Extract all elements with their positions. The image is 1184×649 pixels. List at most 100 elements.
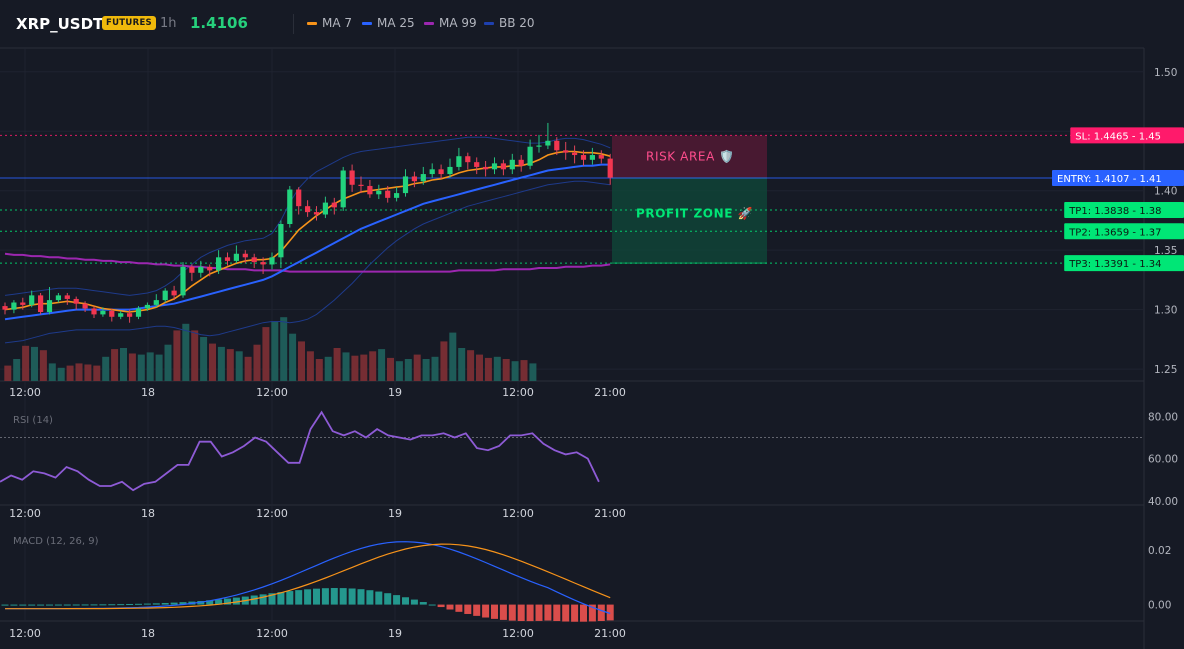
macd-hist-bar	[348, 588, 356, 605]
volume-bar	[289, 333, 297, 381]
volume-bar	[244, 356, 252, 381]
macd-hist-bar	[19, 604, 27, 606]
volume-bar	[66, 365, 74, 381]
candle-body	[349, 170, 355, 185]
volume-bar	[4, 365, 12, 381]
macd-hist-bar	[508, 604, 516, 621]
rsi-tick: 40.00	[1148, 496, 1178, 508]
volume-bar	[39, 350, 47, 381]
candle-body	[38, 295, 44, 313]
level-tag-1	[1052, 169, 1184, 186]
candle-body	[91, 308, 97, 315]
candle-body	[171, 290, 177, 296]
candle-body	[367, 185, 373, 195]
legend-ma99[interactable]: MA 99	[424, 16, 477, 30]
volume-bar	[440, 341, 448, 381]
macd-hist-bar	[517, 604, 525, 622]
candle-body	[189, 266, 195, 273]
macd-hist-bar	[428, 604, 436, 606]
candle-body	[429, 169, 435, 175]
macd-hist-bar	[419, 602, 427, 605]
volume-bar	[476, 354, 483, 381]
time-tick: 12:00	[502, 507, 534, 520]
symbol-name[interactable]: XRP_USDT	[16, 15, 104, 33]
candle-body	[278, 224, 284, 258]
candle-body	[456, 156, 462, 167]
macd-hist-bar	[72, 604, 80, 606]
price-tick: 1.35	[1154, 245, 1177, 257]
volume-bar	[306, 351, 314, 381]
volume-bar	[75, 363, 83, 381]
volume-bar	[57, 367, 65, 381]
macd-hist-bar	[37, 604, 45, 606]
candle-body	[509, 159, 515, 170]
volume-bar	[209, 343, 216, 381]
bb-lower-line	[4, 180, 611, 344]
level-tag-4	[1064, 255, 1184, 272]
candle-body	[100, 310, 106, 315]
volume-bar	[529, 363, 537, 381]
risk-area-label: RISK AREA 🛡️	[646, 150, 735, 164]
candle-body	[144, 304, 150, 309]
macd-hist-bar	[357, 589, 365, 605]
timeframe-label[interactable]: 1h	[160, 16, 177, 31]
volume-bar	[48, 363, 56, 381]
candle-body	[2, 306, 8, 310]
candle-body	[46, 300, 53, 313]
time-tick: 18	[141, 627, 155, 640]
macd-hist-bar	[330, 588, 338, 605]
volume-bar	[449, 332, 457, 381]
candle-body	[287, 189, 293, 225]
candle-body	[580, 155, 587, 160]
macd-hist-bar	[455, 604, 463, 612]
candle-body	[527, 146, 533, 166]
macd-hist-bar	[339, 588, 347, 605]
volume-bar	[298, 341, 305, 381]
macd-hist-bar	[117, 604, 125, 606]
macd-hist-bar	[304, 589, 312, 605]
macd-hist-bar	[437, 604, 445, 608]
macd-hist-bar	[402, 597, 409, 605]
candle-body	[420, 174, 426, 182]
legend-bb20[interactable]: BB 20	[484, 16, 535, 30]
macd-hist-bar	[526, 604, 534, 622]
candle-body	[411, 176, 417, 182]
candle-body	[331, 202, 337, 208]
ma99-line	[4, 252, 611, 273]
last-price: 1.4106	[190, 14, 248, 32]
legend-ma25[interactable]: MA 25	[362, 16, 415, 30]
legend-ma7-label: MA 7	[322, 16, 353, 30]
rsi-line	[0, 410, 600, 492]
candle-body	[109, 310, 115, 317]
candle-body	[598, 155, 604, 159]
macd-hist-bar	[126, 603, 134, 605]
volume-bar	[235, 351, 243, 381]
volume-bar	[253, 344, 261, 381]
candle-body	[127, 313, 133, 317]
volume-bar	[31, 346, 38, 381]
candle-body	[589, 155, 595, 160]
candle-body	[447, 166, 453, 175]
level-tag-text-3: TP2: 1.3659 - 1.37	[1068, 227, 1161, 238]
candle-body	[162, 290, 168, 301]
candle-body	[224, 257, 231, 261]
profit-zone	[612, 177, 767, 264]
macd-hist-bar	[179, 602, 187, 605]
candle-body	[305, 206, 311, 213]
candle-body	[500, 163, 506, 170]
macd-tick: 0.02	[1148, 545, 1171, 557]
candle-body	[322, 202, 328, 215]
volume-bar	[262, 327, 270, 381]
volume-bar	[102, 356, 110, 381]
volume-bar	[128, 353, 136, 381]
time-tick: 18	[141, 507, 155, 520]
time-tick: 21:00	[594, 627, 626, 640]
macd-hist-bar	[295, 590, 303, 605]
macd-hist-bar	[161, 603, 169, 605]
level-tag-0	[1070, 127, 1184, 144]
legend-ma7[interactable]: MA 7	[307, 16, 352, 30]
candle-body	[296, 189, 302, 207]
macd-hist-bar	[286, 591, 294, 605]
macd-hist-bar	[446, 604, 454, 610]
